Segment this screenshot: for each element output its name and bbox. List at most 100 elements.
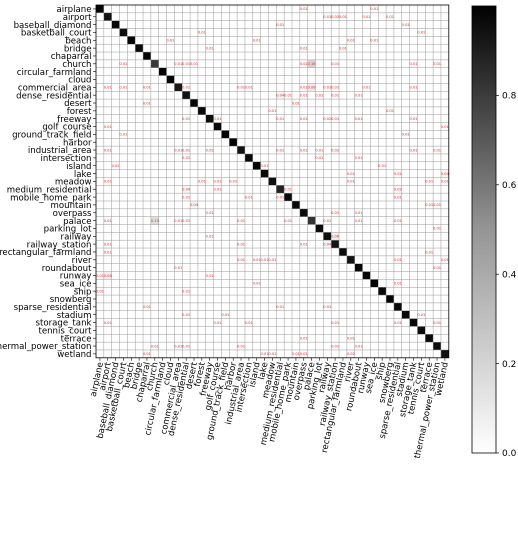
heatmap-cell <box>96 5 104 13</box>
heatmap-cell <box>284 91 292 100</box>
heatmap-cell <box>237 255 245 264</box>
heatmap-cell <box>268 106 277 115</box>
heatmap-cell <box>244 153 253 162</box>
heatmap-cell <box>205 114 214 123</box>
cell-value-label: 0.01 <box>96 289 104 293</box>
cell-value-label: 0.01 <box>182 62 190 66</box>
heatmap-cell <box>339 12 347 21</box>
x-tick-label: cloud <box>162 361 177 386</box>
cell-value-label: 0.04 <box>190 203 199 207</box>
heatmap-cell <box>174 83 183 92</box>
cell-value-label: 0.01 <box>331 117 339 121</box>
heatmap-cell <box>354 208 363 217</box>
y-tick-label: bridge <box>64 44 92 54</box>
cell-value-label: 0.01 <box>206 46 214 50</box>
heatmap-cell <box>386 106 394 115</box>
cell-value-label: 0.01 <box>104 219 112 223</box>
heatmap-cell <box>260 255 269 264</box>
heatmap-cell <box>299 83 308 92</box>
cell-value-label: 0.01 <box>261 352 269 356</box>
heatmap-cell <box>433 318 441 327</box>
cell-value-label: 0.01 <box>355 211 363 215</box>
cell-value-label: 0.01 <box>104 148 112 152</box>
cell-value-label: 0.01 <box>104 86 112 90</box>
heatmap-cell <box>346 334 355 343</box>
y-tick-label: lake <box>74 170 92 180</box>
cell-value-label: 0.04 <box>323 242 332 246</box>
y-tick-label: island <box>66 162 91 172</box>
y-tick-label: runway <box>60 272 92 282</box>
cell-value-label: 0.01 <box>284 188 292 192</box>
cell-value-label: 0.01 <box>425 250 433 254</box>
cell-value-label: 0.01 <box>300 117 308 121</box>
y-tick-label: ground_track_field <box>12 131 91 141</box>
y-tick-label: industrial_area <box>28 146 92 156</box>
heatmap-cell <box>182 216 191 225</box>
heatmap-cell <box>292 349 300 358</box>
cell-value-label: 0.01 <box>394 282 402 286</box>
heatmap-cell <box>440 122 449 131</box>
heatmap-cell <box>252 279 261 288</box>
heatmap-cell <box>103 83 112 92</box>
heatmap-cell <box>440 177 449 186</box>
y-tick-label: railway <box>61 232 92 242</box>
heatmap-cell <box>393 302 402 311</box>
cell-value-label: 0.01 <box>300 7 308 11</box>
heatmap-cell <box>276 146 285 154</box>
y-tick-label: baseball_diamond <box>14 21 92 31</box>
cell-value-label: 0.01 <box>268 258 276 262</box>
cell-value-label: 0.01 <box>362 15 370 19</box>
cell-value-label: 0.01 <box>119 86 127 90</box>
heatmap-cell <box>182 59 191 68</box>
cell-value-label: 0.01 <box>394 195 402 199</box>
heatmap-cell <box>292 99 300 107</box>
cell-value-label: 0.01 <box>339 46 347 50</box>
heatmap-cell <box>268 349 277 358</box>
heatmap-cell <box>276 91 285 100</box>
cell-value-label: 0.01 <box>323 86 331 90</box>
cell-value-label: 0.01 <box>182 195 190 199</box>
heatmap-cell <box>103 177 112 186</box>
heatmap-cell <box>127 36 136 45</box>
heatmap-cell <box>299 91 308 100</box>
cell-value-label: 0.01 <box>268 109 276 113</box>
cell-value-label: 0.01 <box>166 39 174 43</box>
heatmap-cell <box>401 20 410 29</box>
heatmap-cell <box>354 114 363 123</box>
cell-value-label: 0.02 <box>323 117 331 121</box>
cell-value-label: 0.01 <box>331 321 339 325</box>
heatmap-cell <box>315 153 324 162</box>
heatmap-cell <box>260 169 269 178</box>
cell-value-label: 0.01 <box>394 172 402 176</box>
heatmap-cell <box>197 106 206 115</box>
cell-value-label: 0.01 <box>410 148 418 152</box>
cell-value-label: 0.01 <box>268 352 276 356</box>
heatmap-cell <box>393 318 402 327</box>
heatmap-cell <box>182 185 191 194</box>
cell-value-label: 0.01 <box>245 321 253 325</box>
heatmap-cell <box>96 271 104 280</box>
cell-value-label: 0.01 <box>300 337 308 341</box>
heatmap-cell <box>182 287 191 296</box>
cell-value-label: 0.01 <box>174 62 182 66</box>
heatmap-cell <box>299 114 308 123</box>
cell-value-label: 0.01 <box>362 86 370 90</box>
heatmap-cell <box>331 59 340 68</box>
cell-value-label: 0.01 <box>410 117 418 121</box>
y-tick-label: tennis_court <box>38 327 92 337</box>
heatmap-cell <box>378 161 387 170</box>
cell-value-label: 0.01 <box>300 93 308 97</box>
cell-value-label: 0.01 <box>323 305 331 309</box>
heatmap-cell <box>237 342 245 350</box>
y-tick-label: dense_residential <box>16 91 91 101</box>
heatmap-cell <box>433 342 441 350</box>
y-tick-label: cloud <box>68 76 91 86</box>
heatmap-cell <box>205 146 214 154</box>
cell-value-label: 0.01 <box>276 195 284 199</box>
cell-value-label: 0.01 <box>245 195 253 199</box>
cell-value-label: 0.01 <box>143 305 151 309</box>
heatmap-cell <box>440 349 449 358</box>
y-tick-label: desert <box>64 99 92 109</box>
heatmap-cell <box>433 146 441 154</box>
heatmap-cell <box>166 36 175 45</box>
